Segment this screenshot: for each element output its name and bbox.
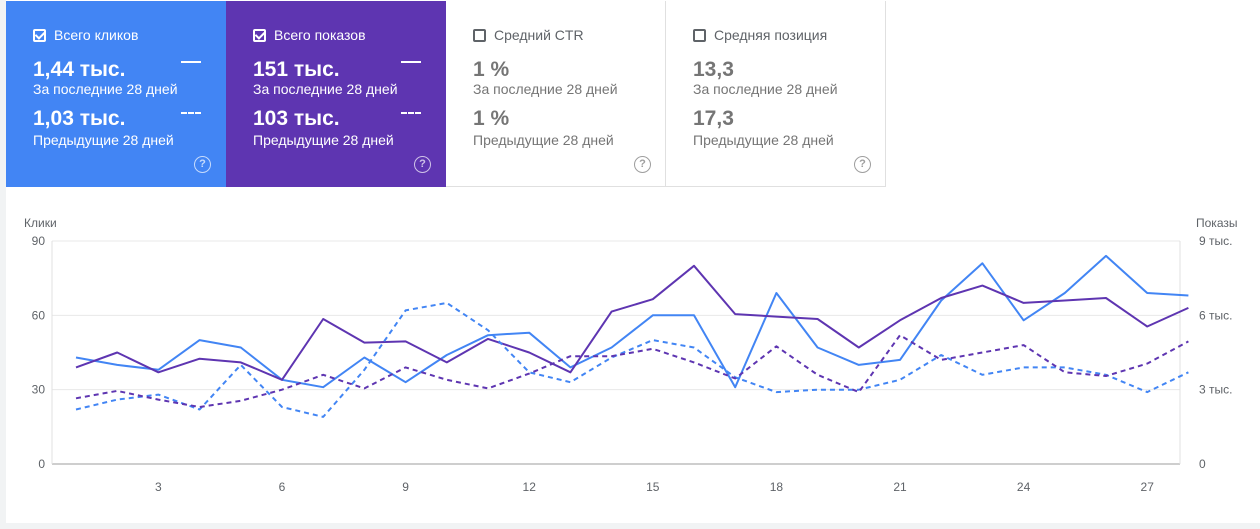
average-ctr-toggle[interactable]: Средний CTR [473, 27, 584, 43]
x-axis-tick-label: 15 [646, 480, 660, 494]
checkbox-checked-icon[interactable] [33, 28, 46, 42]
current-value: 151 тыс. [253, 58, 340, 81]
previous-value: 103 тыс. [253, 107, 340, 130]
checkbox-unchecked-icon[interactable] [473, 28, 486, 42]
left-axis-tick-label: 60 [32, 308, 46, 322]
left-axis-tick-label: 30 [32, 383, 46, 397]
right-axis-tick-label: 6 тыс. [1199, 308, 1232, 322]
total-clicks-card[interactable]: Всего кликов 1,44 тыс. За последние 28 д… [6, 1, 226, 187]
average-position-toggle[interactable]: Средняя позиция [693, 27, 827, 43]
average-position-card[interactable]: Средняя позиция 13,3 За последние 28 дне… [666, 1, 886, 187]
checkbox-unchecked-icon[interactable] [693, 28, 706, 42]
dashed-line-legend-icon [181, 112, 201, 114]
previous-caption: Предыдущие 28 дней [253, 132, 394, 148]
x-axis-tick-label: 3 [155, 480, 162, 494]
x-axis-tick-label: 27 [1141, 480, 1155, 494]
x-axis-tick-label: 24 [1017, 480, 1031, 494]
x-axis-tick-label: 21 [893, 480, 907, 494]
dashed-line-legend-icon [401, 112, 421, 114]
solid-line-legend-icon [401, 61, 421, 63]
previous-caption: Предыдущие 28 дней [473, 132, 614, 148]
help-icon[interactable]: ? [854, 156, 871, 173]
checkbox-checked-icon[interactable] [253, 28, 266, 42]
left-axis-tick-label: 90 [32, 234, 46, 248]
current-caption: За последние 28 дней [33, 81, 178, 97]
impressions-current-series-line [75, 264, 1189, 381]
impressions-previous-series-line [75, 334, 1189, 408]
current-caption: За последние 28 дней [693, 81, 838, 97]
help-icon[interactable]: ? [634, 156, 651, 173]
current-value: 1,44 тыс. [33, 58, 126, 81]
current-caption: За последние 28 дней [473, 81, 618, 97]
help-icon[interactable]: ? [194, 156, 211, 173]
previous-value: 1,03 тыс. [33, 107, 126, 130]
x-axis-tick-label: 12 [523, 480, 537, 494]
x-axis-tick-label: 6 [279, 480, 286, 494]
help-icon[interactable]: ? [414, 156, 431, 173]
right-axis-tick-label: 0 [1199, 457, 1206, 471]
previous-caption: Предыдущие 28 дней [33, 132, 174, 148]
left-axis-title: Клики [24, 216, 57, 230]
x-axis-tick-label: 9 [402, 480, 409, 494]
previous-value: 1 % [473, 107, 510, 130]
current-caption: За последние 28 дней [253, 81, 398, 97]
card-label: Всего показов [274, 27, 366, 43]
total-clicks-toggle[interactable]: Всего кликов [33, 27, 138, 43]
right-axis-tick-label: 9 тыс. [1199, 234, 1232, 248]
left-axis-tick-label: 0 [38, 457, 45, 471]
right-axis-title: Показы [1196, 216, 1238, 230]
previous-value: 17,3 [693, 107, 734, 130]
solid-line-legend-icon [181, 61, 201, 63]
clicks-current-series-line [75, 254, 1189, 389]
average-ctr-card[interactable]: Средний CTR 1 % За последние 28 дней 1 %… [446, 1, 666, 187]
x-axis-tick-label: 18 [770, 480, 784, 494]
total-impressions-toggle[interactable]: Всего показов [253, 27, 366, 43]
clicks-previous-series-line [75, 301, 1189, 418]
card-label: Средняя позиция [714, 27, 828, 43]
previous-caption: Предыдущие 28 дней [693, 132, 834, 148]
current-value: 13,3 [693, 58, 734, 81]
current-value: 1 % [473, 58, 510, 81]
right-axis-tick-label: 3 тыс. [1199, 383, 1232, 397]
card-label: Средний CTR [494, 27, 584, 43]
total-impressions-card[interactable]: Всего показов 151 тыс. За последние 28 д… [226, 1, 446, 187]
card-label: Всего кликов [54, 27, 139, 43]
